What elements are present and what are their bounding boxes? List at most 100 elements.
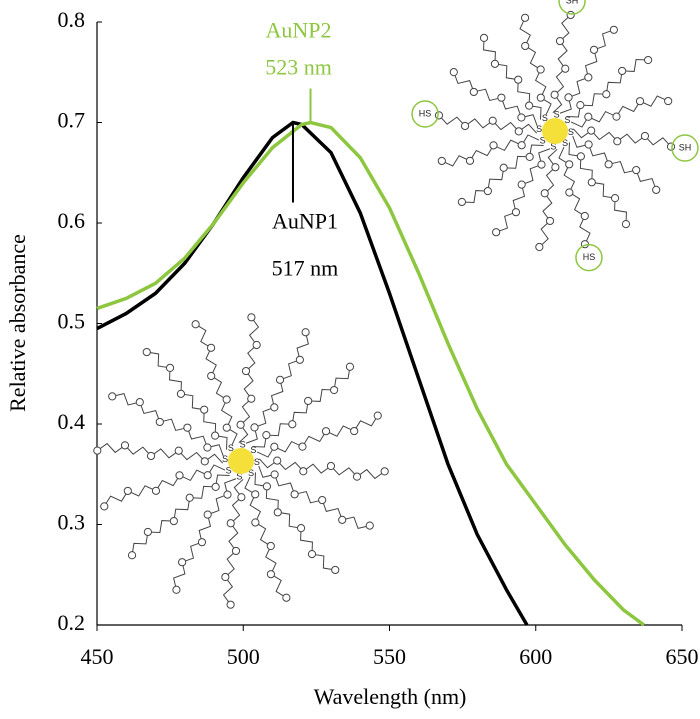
oxygen <box>373 411 382 420</box>
thiol-ring <box>411 100 439 128</box>
oxygen <box>296 524 306 533</box>
thiol-label: SH <box>679 142 692 152</box>
oxygen <box>545 216 555 226</box>
oxygen <box>146 451 156 461</box>
chain <box>256 415 379 458</box>
oxygen <box>262 431 271 440</box>
annotation-label: 523 nm <box>265 55 332 80</box>
thiol-label: HS <box>583 252 596 262</box>
x-tick-label: 650 <box>666 644 699 669</box>
oxygen <box>525 152 534 161</box>
oxygen <box>120 441 130 450</box>
oxygen <box>270 470 279 479</box>
oxygen <box>499 163 508 172</box>
oxygen <box>566 10 575 20</box>
oxygen <box>135 398 144 407</box>
chain <box>195 323 238 446</box>
annotation-name: AuNP2 <box>266 18 332 43</box>
oxygen <box>434 111 444 120</box>
chain <box>558 146 591 245</box>
oxygen <box>520 13 530 22</box>
oxygen <box>247 313 256 322</box>
oxygen <box>449 68 458 77</box>
sulfur-label: S <box>542 113 548 123</box>
oxygen <box>223 490 232 499</box>
oxygen <box>610 194 620 203</box>
oxygen <box>295 355 304 364</box>
line <box>96 120 646 627</box>
oxygen <box>226 519 235 528</box>
oxygen <box>321 427 331 436</box>
oxygen <box>652 185 661 194</box>
thiol-ring <box>575 243 603 272</box>
oxygen <box>514 127 523 136</box>
oxygen <box>540 189 549 198</box>
oxygen <box>632 165 641 175</box>
gold-core <box>542 118 568 144</box>
oxygen <box>565 160 574 169</box>
thiol-label: HS <box>419 108 432 118</box>
oxygen <box>537 160 546 169</box>
oxygen <box>93 446 102 455</box>
sulfur-label: S <box>540 136 546 146</box>
oxygen <box>203 471 212 480</box>
oxygen <box>517 113 526 122</box>
sulfur-label: S <box>248 468 254 478</box>
oxygen <box>564 93 573 102</box>
oxygen <box>365 521 374 530</box>
oxygen <box>197 538 207 547</box>
oxygen <box>521 41 530 51</box>
oxygen <box>252 340 261 350</box>
oxygen <box>275 375 285 384</box>
oxygen <box>169 516 178 526</box>
y-tick-label: 0.5 <box>58 309 86 334</box>
oxygen <box>666 142 676 151</box>
oxygen <box>490 59 500 68</box>
chain <box>441 134 540 167</box>
oxygen <box>100 502 109 511</box>
oxygen <box>497 93 506 102</box>
oxygen <box>350 426 359 436</box>
oxygen <box>331 565 340 575</box>
oxygen <box>142 347 151 357</box>
oxygen <box>584 140 593 149</box>
oxygen <box>251 518 260 527</box>
oxygen <box>330 385 339 395</box>
oxygen <box>307 550 317 559</box>
oxygen <box>587 126 596 135</box>
sulfur-label: S <box>240 439 246 449</box>
oxygen <box>165 363 175 372</box>
oxygen <box>551 163 560 172</box>
oxygen <box>345 362 355 371</box>
oxygen <box>550 90 559 99</box>
oxygen <box>226 600 235 609</box>
gold-core <box>228 448 254 474</box>
sulfur-label: S <box>562 138 568 148</box>
oxygen <box>621 220 631 229</box>
chain <box>244 476 287 599</box>
oxygen <box>517 141 526 150</box>
y-tick-label: 0.3 <box>58 510 86 535</box>
oxygen <box>580 211 589 221</box>
oxygen <box>618 66 627 76</box>
x-tick-label: 500 <box>227 644 260 669</box>
oxygen <box>517 180 526 189</box>
oxygen <box>262 482 271 491</box>
oxygen <box>273 456 282 465</box>
oxygen <box>282 593 291 602</box>
sulfur-label: S <box>536 124 542 134</box>
oxygen <box>231 546 241 556</box>
oxygen <box>175 471 184 480</box>
oxygen <box>352 472 362 481</box>
oxygen <box>555 36 565 46</box>
oxygen <box>266 570 276 579</box>
sulfur-label: S <box>564 115 570 125</box>
oxygen <box>191 320 200 329</box>
oxygen <box>338 515 347 524</box>
thiol-ring <box>671 134 699 162</box>
oxygen <box>237 493 246 502</box>
oxygen <box>178 558 187 567</box>
oxygen <box>460 121 470 131</box>
oxygen <box>326 461 336 471</box>
x-axis-label: Wavelength (nm) <box>314 684 467 709</box>
